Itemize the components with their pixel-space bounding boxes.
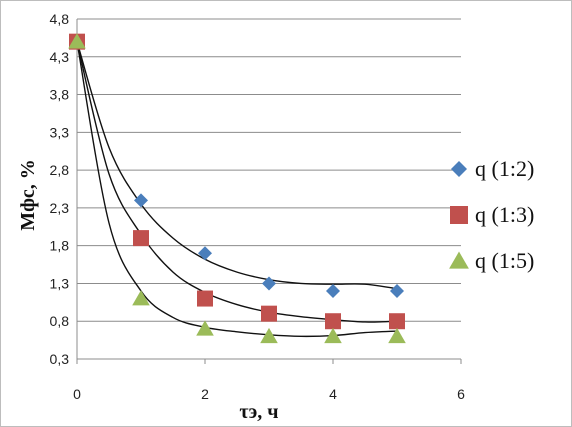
x-tick-label-1: 2 — [201, 386, 209, 402]
x-axis-title: τэ, ч — [239, 401, 278, 423]
legend-label-0: q (1:2) — [475, 156, 534, 181]
axes — [76, 19, 462, 364]
data-point-s1-5 — [389, 313, 405, 330]
legend-label-1: q (1:3) — [475, 202, 534, 227]
x-tick-label-2: 4 — [329, 386, 337, 402]
data-point-s2-5 — [388, 327, 406, 344]
data-point-s2-2 — [196, 320, 214, 336]
legend-marker-2 — [449, 251, 469, 269]
data-point-s0-3 — [262, 276, 276, 291]
data-point-s1-3 — [261, 305, 277, 322]
x-tick-label-3: 6 — [457, 386, 465, 402]
y-tick-label-9: 4,8 — [50, 11, 70, 27]
legend: q (1:2) q (1:3) q (1:5) — [449, 156, 534, 273]
y-tick-label-8: 4,3 — [50, 49, 70, 65]
data-point-s1-1 — [133, 230, 149, 247]
data-point-s0-1 — [134, 193, 148, 208]
y-tick-label-2: 1,3 — [50, 275, 70, 291]
data-point-s1-4 — [325, 313, 341, 330]
legend-marker-0 — [451, 161, 467, 177]
y-tick-label-6: 3,3 — [50, 124, 70, 140]
data-point-s1-2 — [197, 290, 213, 307]
data-point-s2-4 — [324, 327, 342, 344]
legend-label-2: q (1:5) — [475, 248, 534, 273]
y-tick-label-1: 0,8 — [50, 313, 70, 329]
trend-line-1 — [76, 41, 398, 323]
data-point-s0-2 — [198, 246, 212, 261]
data-points — [68, 33, 406, 344]
x-tick-label-0: 0 — [73, 386, 81, 402]
data-point-s0-5 — [390, 284, 404, 298]
legend-marker-1 — [450, 206, 468, 224]
tick-labels: 0,3 0,8 1,3 1,8 2,3 2,8 3,3 3,8 4,3 4,8 0 2 4 6 — [50, 11, 466, 402]
y-tick-label-5: 2,8 — [50, 162, 70, 178]
data-point-s2-3 — [260, 327, 278, 344]
data-point-s0-4 — [326, 284, 340, 298]
y-tick-label-4: 2,3 — [50, 200, 70, 216]
y-tick-label-0: 0,3 — [50, 351, 70, 367]
y-tick-label-3: 1,8 — [50, 238, 70, 254]
data-point-s2-1 — [132, 290, 150, 306]
trend-lines — [76, 41, 398, 338]
data-point-s2-0 — [68, 33, 86, 49]
trend-line-0 — [76, 41, 398, 290]
y-tick-label-7: 3,8 — [50, 87, 70, 103]
trend-line-2 — [76, 41, 398, 338]
y-axis-title: Мфс, % — [17, 159, 39, 231]
